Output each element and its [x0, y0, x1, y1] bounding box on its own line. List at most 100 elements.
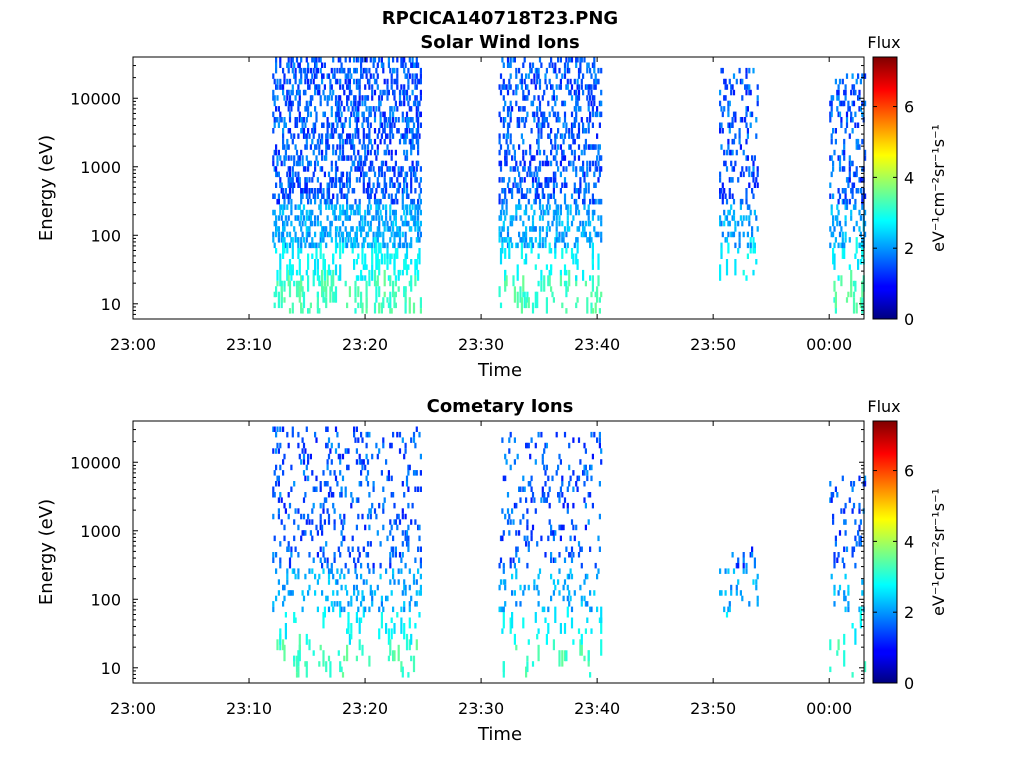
spectrogram-cell: [565, 650, 568, 662]
spectrogram-cell: [529, 144, 532, 150]
spectrogram-cell: [386, 84, 389, 90]
spectrogram-cell: [724, 78, 727, 85]
spectrogram-cell: [858, 508, 861, 514]
spectrogram-cell: [861, 590, 864, 596]
spectrogram-cell: [529, 67, 532, 74]
spectrogram-cell: [563, 280, 567, 287]
spectrogram-cell: [550, 84, 553, 90]
spectrogram-cell: [355, 122, 358, 128]
spectrogram-cell: [302, 128, 306, 134]
spectrogram-cell: [312, 57, 315, 63]
spectrogram-cell: [392, 117, 395, 123]
spectrogram-cell: [286, 144, 289, 150]
spectrogram-cell: [563, 650, 567, 662]
spectrogram-cell: [575, 237, 578, 243]
spectrogram-cell: [283, 595, 286, 602]
spectrogram-cell: [518, 171, 521, 178]
spectrogram-cell: [383, 291, 386, 298]
spectrogram-cell: [844, 215, 847, 221]
spectrogram-cell: [832, 193, 835, 199]
spectrogram-cell: [294, 204, 297, 210]
spectrogram-cell: [392, 111, 395, 118]
spectrogram-cell: [506, 226, 510, 232]
spectrogram-cell: [357, 302, 360, 309]
spectrogram-cell: [362, 226, 365, 232]
spectrogram-cell: [401, 204, 404, 210]
spectrogram-cell: [572, 639, 575, 645]
spectrogram-cell: [360, 215, 363, 221]
spectrogram-cell: [336, 122, 339, 128]
spectrogram-cell: [502, 133, 505, 139]
spectrogram-cell: [858, 524, 861, 531]
spectrogram-cell: [364, 171, 367, 178]
spectrogram-cell: [518, 231, 521, 238]
spectrogram-cell: [366, 193, 370, 199]
spectrogram-cell: [403, 606, 406, 613]
spectrogram-cell: [357, 513, 360, 520]
spectrogram-cell: [844, 204, 847, 210]
spectrogram-cell: [833, 280, 836, 292]
spectrogram-cell: [283, 226, 286, 232]
spectrogram-cell: [569, 144, 572, 150]
spectrogram-cell: [290, 106, 293, 112]
spectrogram-cell: [315, 62, 318, 68]
spectrogram-cell: [417, 220, 420, 227]
spectrogram-cell: [371, 84, 374, 90]
spectrogram-cell: [358, 166, 361, 172]
spectrogram-cell: [577, 628, 581, 634]
spectrogram-cell: [859, 177, 862, 183]
spectrogram-cell: [316, 291, 319, 298]
spectrogram-cell: [276, 442, 279, 449]
spectrogram-cell: [506, 231, 510, 238]
spectrogram-cell: [380, 601, 383, 607]
spectrogram-cell: [273, 149, 276, 156]
spectrogram-cell: [357, 84, 360, 90]
spectrogram-cell: [732, 166, 736, 172]
spectrogram-cell: [325, 242, 328, 249]
spectrogram-cell: [404, 128, 407, 134]
spectrogram-cell: [307, 275, 310, 292]
spectrogram-cell: [861, 198, 864, 205]
spectrogram-cell: [392, 242, 395, 249]
spectrogram-cell: [501, 606, 504, 613]
spectrogram-cell: [858, 606, 861, 613]
spectrogram-cell: [515, 89, 518, 96]
spectrogram-cell: [419, 470, 422, 476]
spectrogram-cell: [584, 231, 587, 238]
spectrogram-cell: [575, 198, 578, 205]
spectrogram-cell: [833, 557, 836, 563]
spectrogram-cell: [590, 89, 593, 96]
spectrogram-cell: [852, 546, 856, 552]
spectrogram-cell: [584, 502, 587, 509]
spectrogram-cell: [415, 470, 418, 476]
spectrogram-cell: [745, 198, 748, 205]
plot-frame: [132, 56, 865, 320]
spectrogram-cell: [323, 497, 326, 503]
spectrogram-cell: [341, 535, 345, 542]
spectrogram-cell: [394, 78, 397, 85]
spectrogram-cell: [307, 106, 310, 112]
spectrogram-cell: [297, 237, 300, 243]
spectrogram-cell: [382, 160, 385, 167]
spectrogram-cell: [386, 78, 389, 85]
spectrogram-cell: [358, 89, 361, 96]
spectrogram-cell: [566, 67, 569, 74]
spectrogram-cell: [412, 573, 416, 580]
spectrogram-cell: [361, 215, 364, 221]
spectrogram-cell: [525, 666, 528, 678]
spectrogram-cell: [597, 177, 600, 183]
spectrogram-cell: [397, 188, 400, 194]
spectrogram-cell: [369, 590, 372, 596]
spectrogram-cell: [419, 486, 422, 492]
spectrogram-cell: [502, 226, 505, 232]
spectrogram-cell: [501, 437, 504, 443]
spectrogram-cell: [405, 73, 409, 79]
spectrogram-cell: [852, 100, 856, 107]
spectrogram-cell: [358, 552, 361, 558]
spectrogram-cell: [742, 552, 745, 558]
spectrogram-cell: [415, 590, 418, 596]
spectrogram-cell: [562, 584, 565, 591]
spectrogram-cell: [376, 253, 379, 270]
spectrogram-cell: [291, 100, 294, 107]
